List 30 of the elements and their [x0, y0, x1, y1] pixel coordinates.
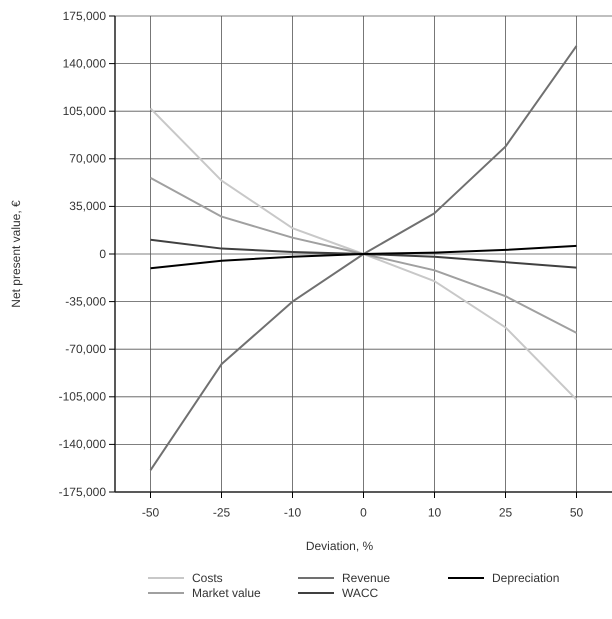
- x-tick-label: 0: [360, 506, 368, 520]
- line-series: [150, 244, 578, 270]
- legend-label: Depreciation: [492, 571, 560, 586]
- x-tick-label: 50: [570, 506, 584, 520]
- x-tick-label: -10: [284, 506, 302, 520]
- line-series: [150, 107, 578, 401]
- y-tick-label: -105,000: [58, 390, 106, 404]
- line-series: [150, 44, 578, 472]
- y-tick-label: 140,000: [62, 56, 106, 70]
- line-series: [150, 238, 578, 269]
- y-tick-label: 70,000: [69, 152, 106, 166]
- line-series: [150, 176, 578, 334]
- legend-label: Market value: [192, 586, 262, 600]
- y-tick-label: -140,000: [58, 437, 106, 452]
- x-tick-label: 10: [428, 506, 442, 520]
- y-axis-title: Net present value, €: [9, 200, 23, 308]
- y-tick-label: 105,000: [62, 104, 106, 118]
- y-tick-label: -175,000: [58, 484, 106, 499]
- x-tick-label: -25: [212, 506, 230, 520]
- legend-label: Revenue: [342, 571, 390, 586]
- x-tick-label: 25: [498, 506, 512, 520]
- x-axis-title: Deviation, %: [306, 539, 374, 553]
- y-tick-label: 175,000: [62, 8, 106, 23]
- y-tick-label: 35,000: [69, 199, 106, 214]
- y-tick-label: -70,000: [65, 342, 106, 356]
- legend-label: WACC: [342, 586, 379, 600]
- x-tick-label: -50: [142, 506, 160, 520]
- y-tick-label: -35,000: [65, 294, 106, 308]
- legend-label: Costs: [192, 571, 223, 586]
- y-tick-label: 0: [99, 246, 106, 261]
